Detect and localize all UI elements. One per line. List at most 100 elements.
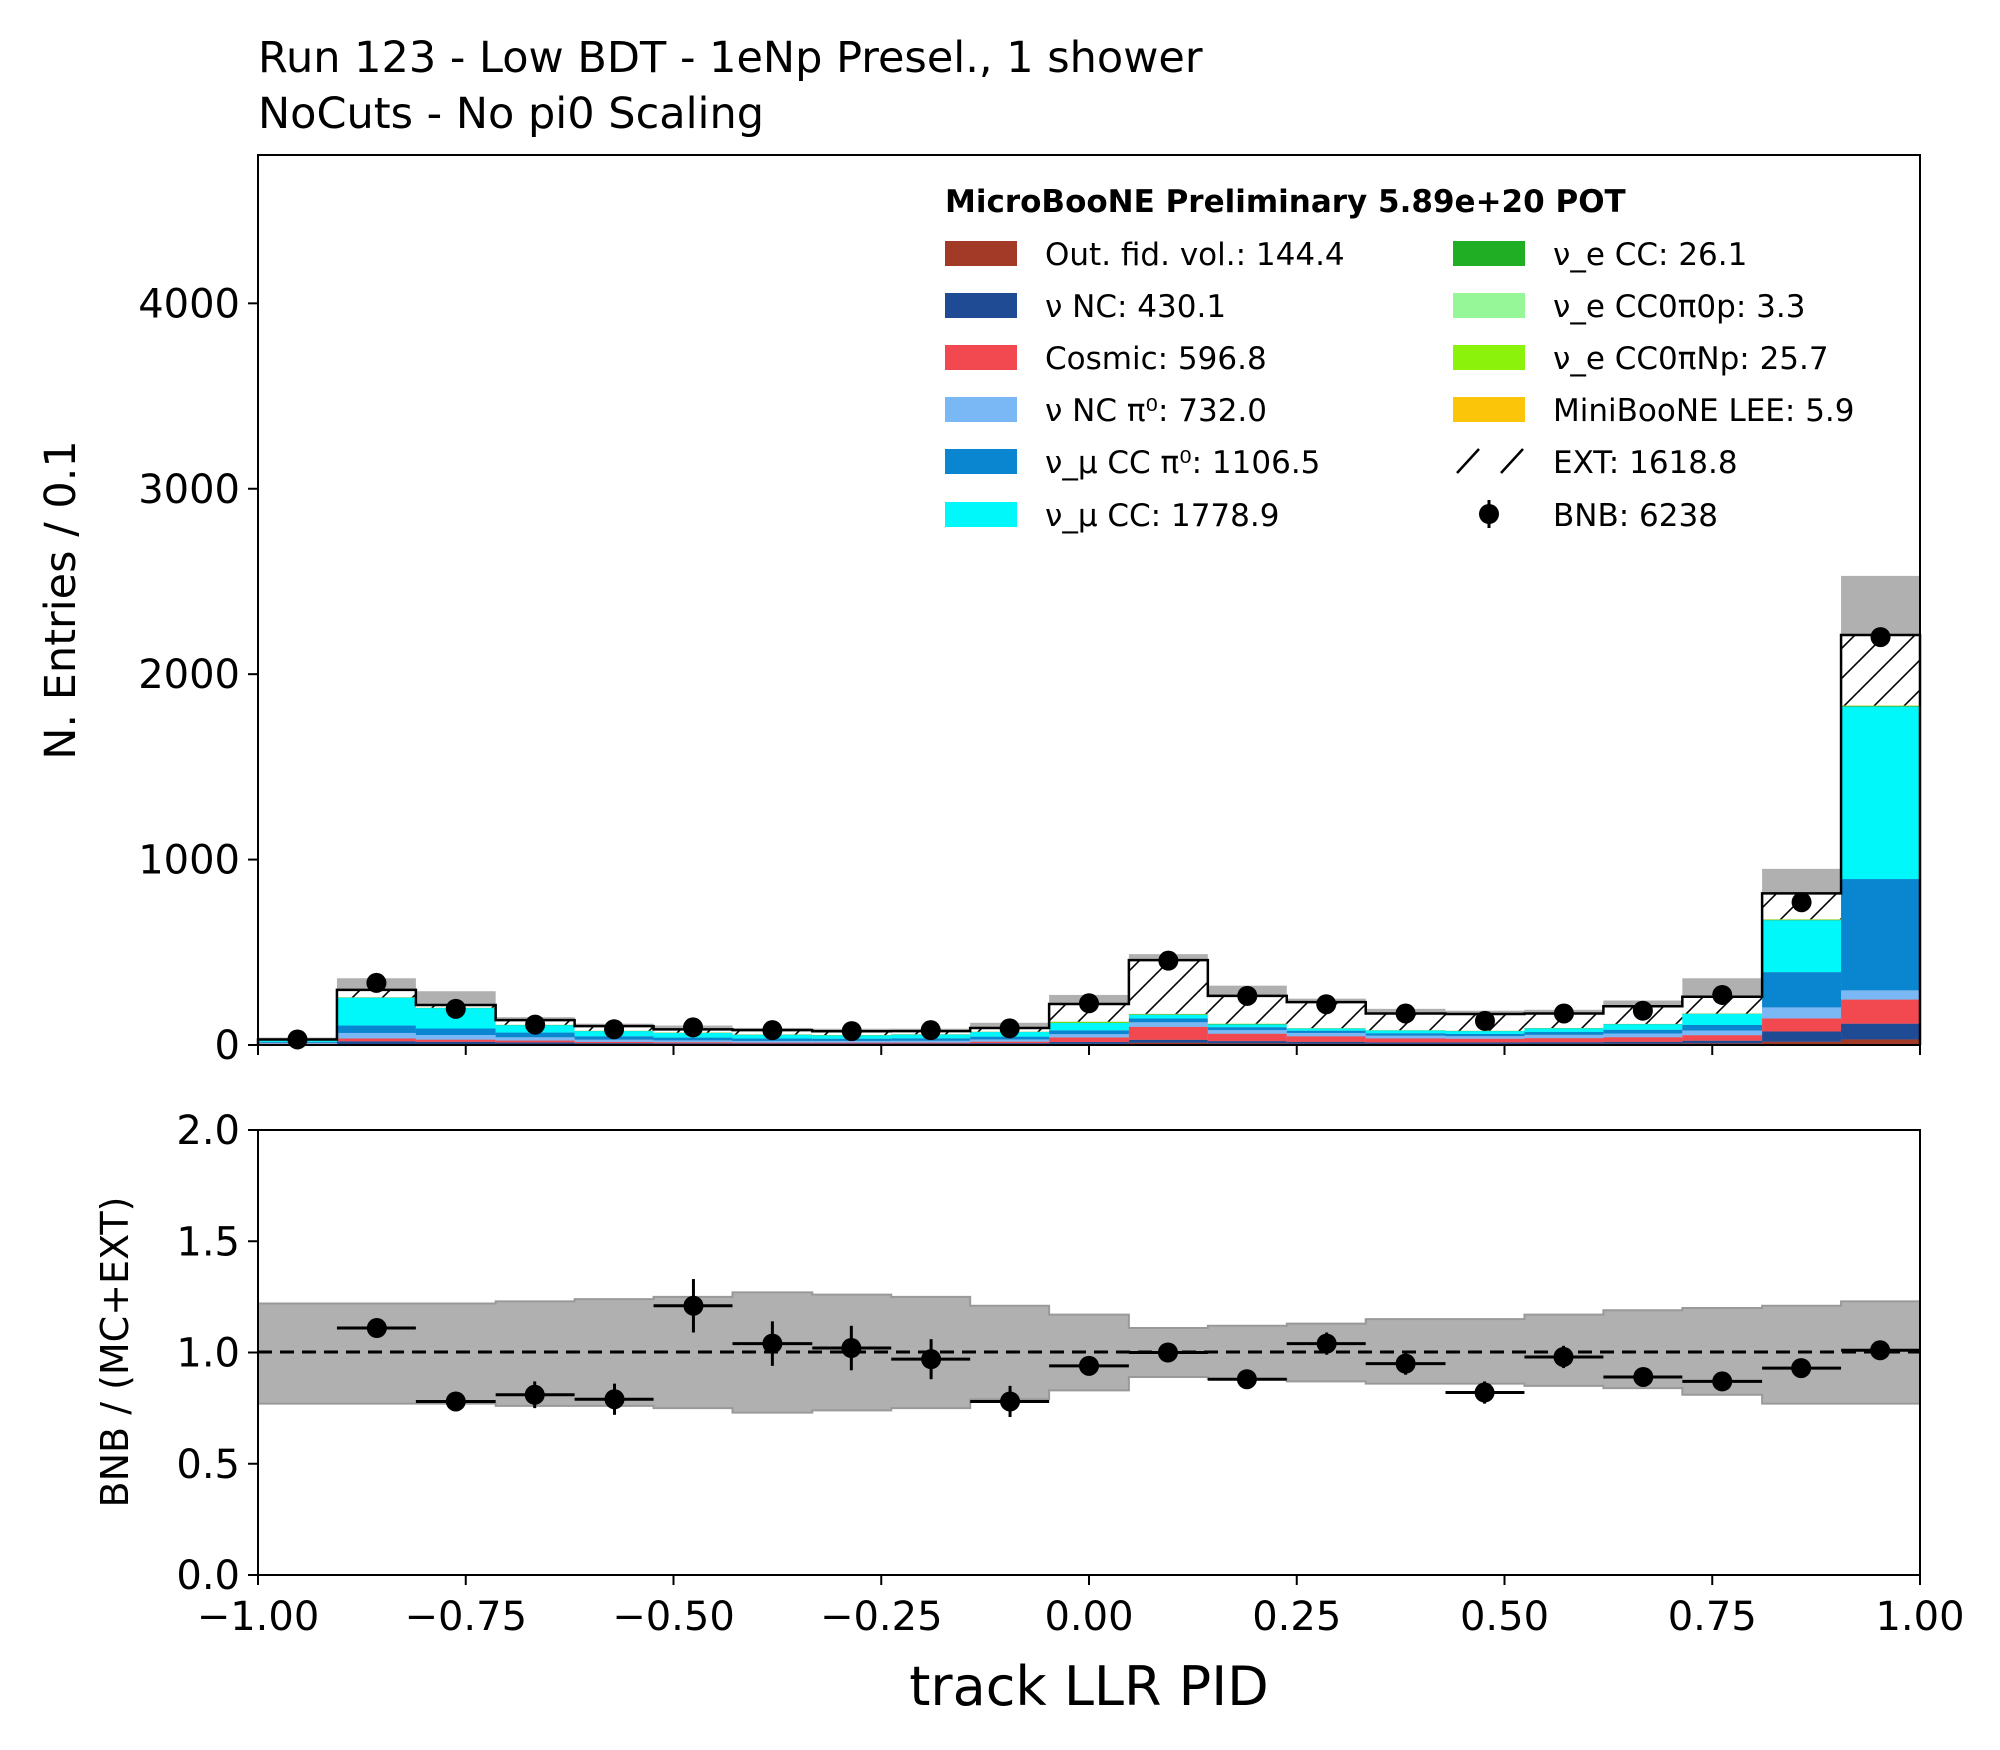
legend: MicroBooNE Preliminary 5.89e+20 POT Out.… [945,184,1855,534]
stack-bar-segment [891,1042,971,1044]
legend-label: Out. fid. vol.: 144.4 [1045,237,1345,273]
ratio-data-point [1316,1333,1337,1354]
y-tick-label: 2000 [138,652,240,698]
stack-bar-segment [1524,1034,1604,1039]
ext-bar-hatch [1682,996,1763,1014]
data-point [1395,1003,1416,1024]
stack-bar-segment [891,1043,971,1045]
stack-bar-segment [1603,1029,1683,1034]
stack-bar-segment [1286,1028,1366,1031]
stack-bar-segment [1286,1030,1366,1033]
legend-color-swatch [1453,241,1525,266]
ratio-y-tick-label: 2.0 [176,1108,240,1154]
stack-bar-segment [1841,879,1920,991]
ratio-panel: 0.0 0.5 1.0 1.5 2.0 −1.00 −0.75 −0.50 −0.25 0.00… [176,1108,1964,1640]
legend-color-swatch [945,397,1017,422]
stack-bar-segment [1841,999,1920,1024]
x-tick-label: −1.00 [197,1594,320,1640]
data-point [604,1019,625,1040]
stack-bar-segment [1207,1033,1287,1042]
y-tick-label: 0 [215,1023,240,1069]
legend-label: ν_μ CC π⁰: 1106.5 [1045,445,1320,481]
ext-bar-hatch [336,989,416,998]
stack-bar-segment [1524,1038,1604,1043]
ratio-data-point [366,1318,387,1339]
stack-bar-segment [1286,1041,1366,1044]
ratio-y-tick-label: 1.5 [176,1219,240,1265]
stack-bar-segment [1603,1037,1683,1042]
data-point [525,1014,546,1035]
y-tick-label: 4000 [138,281,240,327]
data-point [1158,950,1179,971]
stack-bar-segment [1365,1042,1446,1044]
data-point [999,1018,1020,1039]
legend-color-swatch [945,241,1017,266]
stack-bar-segment [1128,1026,1208,1040]
legend-label: ν NC π⁰: 732.0 [1045,393,1267,429]
stack-bar-segment [495,1042,575,1045]
stack-bar-segment [1762,920,1842,973]
ratio-data-point [1000,1391,1021,1412]
stack-bar-segment [1841,706,1920,707]
top-data-points [287,627,1891,1050]
data-point [683,1017,704,1038]
ratio-x-axis-ticks: −1.00 −0.75 −0.50 −0.25 0.00 0.25 0.50 0.75 1.00 [197,1575,1965,1640]
top-stacked-bars [258,635,1920,1045]
stack-bar-segment [495,1032,575,1038]
stack-bar-segment [336,1041,416,1045]
data-point [1632,1000,1653,1021]
legend-label: BNB: 6238 [1553,498,1718,534]
ratio-data-point [683,1295,704,1316]
stack-bar-segment [415,1028,496,1035]
stack-bar-segment [653,1037,733,1041]
ratio-data-point [1474,1382,1495,1403]
legend-label: ν_e CC: 26.1 [1553,237,1747,273]
stack-bar-segment [1762,1031,1842,1042]
ratio-data-point [1157,1342,1178,1363]
x-tick-label: 0.25 [1252,1594,1341,1640]
stack-bar-segment [1445,1038,1525,1043]
ratio-y-tick-label: 0.5 [176,1442,240,1488]
data-point [841,1021,862,1042]
data-point [1791,892,1812,913]
stack-bar-segment [1603,1041,1683,1044]
chart-title-line-1: Run 123 - Low BDT - 1eNp Presel., 1 show… [258,33,1203,83]
stack-bar-segment [1841,1023,1920,1040]
stack-bar-segment [495,1040,575,1043]
legend-label: MiniBooNE LEE: 5.9 [1553,393,1855,429]
ratio-data-point [762,1333,783,1354]
stack-bar-segment [1445,1042,1525,1044]
stack-bar-segment [1049,1042,1129,1044]
legend-hatch-swatch [1500,448,1524,474]
stack-bar-segment [1762,1007,1842,1019]
x-tick-label: 0.50 [1460,1594,1549,1640]
stack-bar-segment [1207,1024,1287,1028]
stack-bar-segment [1841,1039,1920,1045]
ratio-data-point [1553,1346,1574,1367]
data-point [287,1029,308,1050]
ratio-axes-frame [257,1129,1921,1576]
ratio-data-point [921,1349,942,1370]
stack-bar-segment [732,1042,813,1044]
stack-bar-segment [970,1039,1050,1042]
ratio-data-point [1791,1358,1812,1379]
stack-bar-segment [1049,1030,1129,1035]
stack-bar-segment [1365,1038,1446,1043]
stack-bar-segment [495,1037,575,1041]
stack-bar-segment [1128,1014,1208,1019]
stack-bar-segment [336,1025,416,1033]
legend-label: Cosmic: 596.8 [1045,341,1267,377]
x-tick-label: 1.00 [1875,1594,1964,1640]
chart-title-line-2: NoCuts - No pi0 Scaling [258,89,764,139]
stack-bar-segment [1049,1034,1129,1038]
ratio-data-point [841,1338,862,1359]
top-total-outline [256,633,1922,1045]
stack-bar-segment [1207,1029,1287,1034]
ratio-data-point [1079,1355,1099,1376]
stack-bar-segment [1841,990,1920,1000]
stack-bar-segment [812,1040,892,1043]
x-axis-label: track LLR PID [909,1655,1269,1718]
ratio-data-points [336,1279,1920,1418]
legend-data-marker [1479,504,1499,524]
stack-bar-segment [1524,1032,1604,1035]
